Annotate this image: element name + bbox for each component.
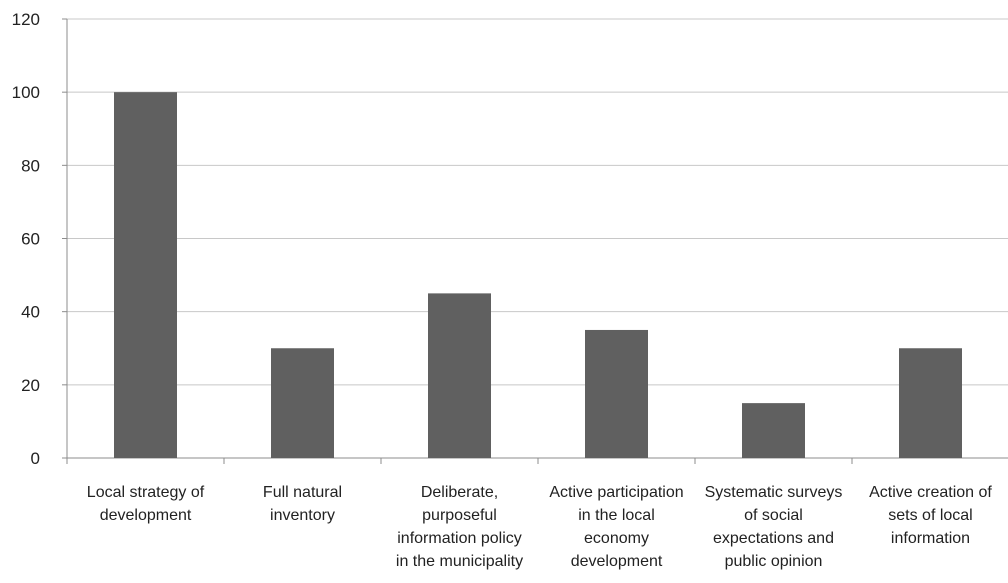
bar-1 (114, 92, 177, 459)
category-label-line: development (100, 507, 192, 524)
category-label-line: Active participation (549, 484, 683, 501)
gridlines (67, 18, 1008, 386)
y-tick-label-40: 40 (21, 303, 40, 322)
category-label-5: Systematic surveys of social expectations … (705, 484, 843, 570)
bars (114, 92, 962, 459)
bar-2 (271, 348, 334, 458)
y-tick-label-120: 120 (12, 10, 40, 29)
axes (62, 18, 1008, 464)
y-tick-label-0: 0 (31, 449, 40, 468)
category-label-3: Deliberate, purposeful information policy i… (396, 484, 523, 570)
category-label-line: in the municipality (396, 553, 523, 570)
category-label-line: in the local (578, 507, 655, 524)
category-label-line: economy (584, 530, 649, 547)
y-axis-tick-labels: 0 20 40 60 80 100 120 (12, 10, 40, 468)
bar-4 (585, 329, 648, 458)
category-label-line: information policy (397, 530, 522, 547)
category-label-line: Systematic surveys (705, 484, 843, 501)
y-tick-label-80: 80 (21, 156, 40, 175)
category-label-line: purposeful (422, 507, 497, 524)
category-label-line: Active creation of (869, 484, 992, 501)
category-label-line: public opinion (725, 553, 823, 570)
x-axis-category-labels: Local strategy of development Full natural… (87, 484, 993, 570)
category-label-line: development (571, 553, 663, 570)
category-label-1: Local strategy of development (87, 484, 205, 524)
category-label-line: information (891, 530, 970, 547)
bar-3 (428, 293, 491, 458)
category-label-line: of social (744, 507, 803, 524)
category-label-6: Active creation of sets of local informati… (869, 484, 992, 547)
bar-6 (899, 348, 962, 458)
category-label-line: expectations and (713, 530, 834, 547)
y-tick-label-20: 20 (21, 376, 40, 395)
y-tick-label-60: 60 (21, 230, 40, 249)
category-label-line: sets of local (888, 507, 972, 524)
category-label-line: Deliberate, (421, 484, 498, 501)
bar-5 (742, 403, 805, 458)
category-label-line: Full natural (263, 484, 342, 501)
y-tick-label-100: 100 (12, 83, 40, 102)
category-label-line: inventory (270, 507, 335, 524)
category-label-4: Active participation in the local economy d… (549, 484, 683, 570)
category-label-line: Local strategy of (87, 484, 205, 501)
category-label-2: Full natural inventory (263, 484, 342, 524)
